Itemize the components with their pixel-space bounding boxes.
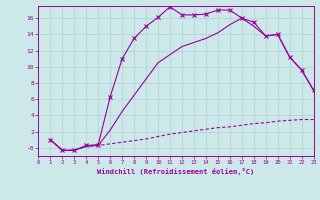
- X-axis label: Windchill (Refroidissement éolien,°C): Windchill (Refroidissement éolien,°C): [97, 168, 255, 175]
